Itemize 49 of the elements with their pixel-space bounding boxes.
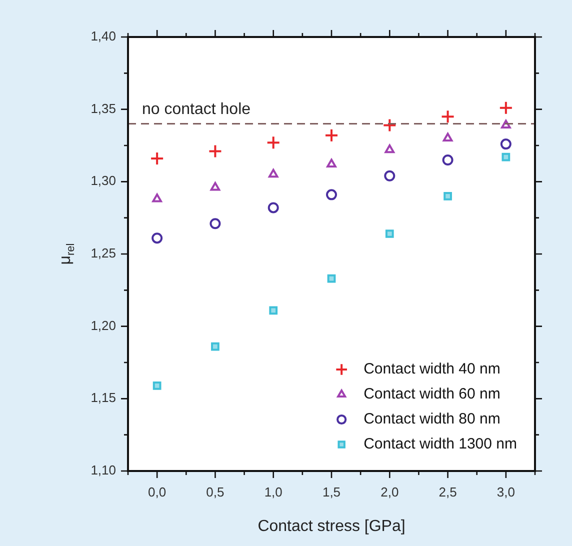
point <box>211 342 220 351</box>
y-tick-label: 1,25 <box>90 246 116 261</box>
x-tick-label: 0,0 <box>148 484 166 500</box>
point <box>208 144 222 158</box>
point <box>268 202 279 214</box>
legend-label: Contact width 1300 nm <box>364 436 517 453</box>
point <box>268 168 278 178</box>
point <box>442 154 454 166</box>
x-tick-label: 3,0 <box>496 484 515 500</box>
x-tick-label: 2,0 <box>380 484 399 500</box>
point <box>442 132 453 142</box>
x-tick-label: 2,5 <box>438 484 457 500</box>
point <box>385 230 394 238</box>
point <box>500 138 512 150</box>
ref-line-label: no contact hole <box>142 101 251 118</box>
point <box>498 100 513 115</box>
y-tick-label: 1,30 <box>90 173 116 188</box>
x-tick-label: 1,0 <box>264 484 282 500</box>
point <box>210 218 221 230</box>
x-tick-label: 0,5 <box>206 484 224 500</box>
point <box>440 110 455 124</box>
point <box>444 192 452 200</box>
y-tick-label: 1,20 <box>90 318 116 333</box>
point <box>152 194 162 202</box>
point <box>502 152 510 162</box>
point <box>324 128 338 142</box>
point <box>501 120 511 128</box>
legend-label: Contact width 40 nm <box>364 360 500 378</box>
point <box>210 182 220 191</box>
point <box>384 170 396 182</box>
point <box>150 152 164 166</box>
point <box>152 381 162 390</box>
y-tick-label: 1,10 <box>90 462 116 478</box>
y-axis-title: μrel <box>57 243 77 265</box>
legend-label: Contact width 80 nm <box>364 410 500 428</box>
point <box>382 118 397 132</box>
y-tick-label: 1,15 <box>90 390 116 406</box>
point <box>384 144 395 154</box>
point <box>269 306 278 315</box>
y-tick-label: 1,40 <box>90 28 116 44</box>
point <box>152 232 163 244</box>
point <box>266 136 280 150</box>
x-axis-title: Contact stress [GPa] <box>258 518 406 535</box>
point <box>326 189 337 200</box>
x-tick-label: 1,5 <box>322 484 341 500</box>
point <box>327 274 336 283</box>
legend-label: Contact width 60 nm <box>364 386 500 403</box>
y-tick-label: 1,35 <box>90 100 116 116</box>
point <box>326 158 336 168</box>
